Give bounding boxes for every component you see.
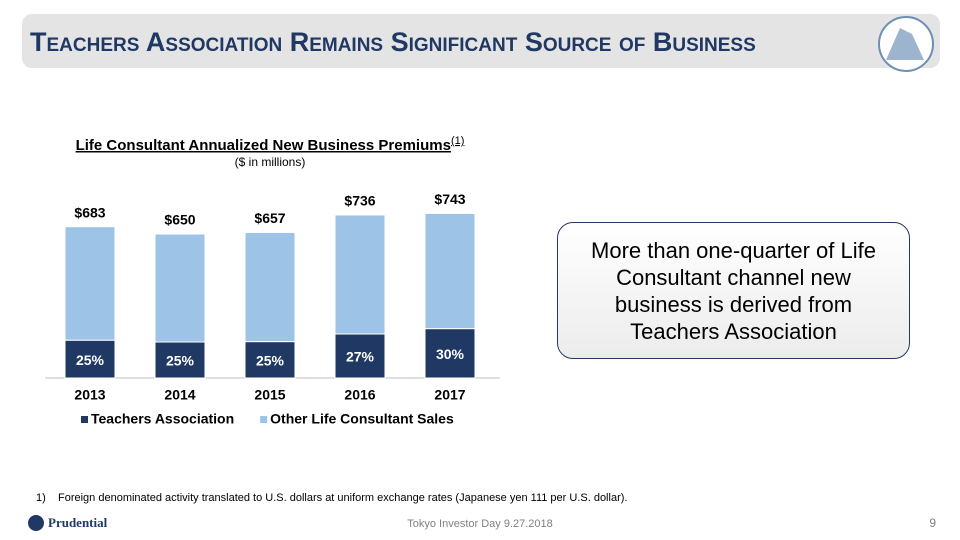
segment-label: 25% xyxy=(76,352,105,368)
bar-segment xyxy=(244,231,296,343)
logo-emblem xyxy=(878,16,934,72)
legend-label: Other Life Consultant Sales xyxy=(270,411,454,427)
bar-segment xyxy=(64,226,116,341)
total-label: $657 xyxy=(254,210,285,226)
footer-event: Tokyo Investor Day 9.27.2018 xyxy=(407,518,553,530)
legend-swatch xyxy=(81,416,88,423)
bar-segment xyxy=(424,212,476,330)
bar-segment xyxy=(154,341,206,379)
chart-subtitle: ($ in millions) xyxy=(235,155,306,169)
logo-text: Prudential xyxy=(48,515,108,530)
x-tick-label: 2013 xyxy=(74,387,105,403)
chart-title: Life Consultant Annualized New Business … xyxy=(76,135,465,154)
callout: More than one-quarter of Life Consultant… xyxy=(557,222,910,359)
title-banner xyxy=(22,14,940,68)
x-tick-label: 2017 xyxy=(434,387,465,403)
x-tick-label: 2016 xyxy=(344,387,375,403)
total-label: $683 xyxy=(74,204,105,220)
segment-label: 25% xyxy=(166,353,195,369)
total-label: $650 xyxy=(164,212,195,228)
legend-label: Teachers Association xyxy=(91,411,234,427)
slide-title: Teachers Association Remains Significant… xyxy=(30,27,756,57)
bar-segment xyxy=(64,339,116,379)
total-label: $743 xyxy=(434,191,465,207)
footnote-marker: 1) xyxy=(36,492,46,504)
bar-segment xyxy=(154,233,206,343)
footnote-text: Foreign denominated activity translated … xyxy=(58,492,627,504)
segment-label: 27% xyxy=(346,349,375,365)
bar-segment xyxy=(334,214,386,335)
segment-label: 30% xyxy=(436,346,465,362)
chart-title-note: (1) xyxy=(451,135,464,147)
bar-segment xyxy=(334,333,386,379)
logo-icon xyxy=(28,515,44,531)
segment-label: 25% xyxy=(256,353,285,369)
bar-segment xyxy=(424,328,476,379)
page-number: 9 xyxy=(929,516,936,530)
x-tick-label: 2014 xyxy=(164,387,195,403)
chart-title-main: Life Consultant Annualized New Business … xyxy=(76,137,451,154)
total-label: $736 xyxy=(344,193,375,209)
bar-segment xyxy=(244,341,296,379)
x-tick-label: 2015 xyxy=(254,387,285,403)
legend-swatch xyxy=(260,416,268,423)
